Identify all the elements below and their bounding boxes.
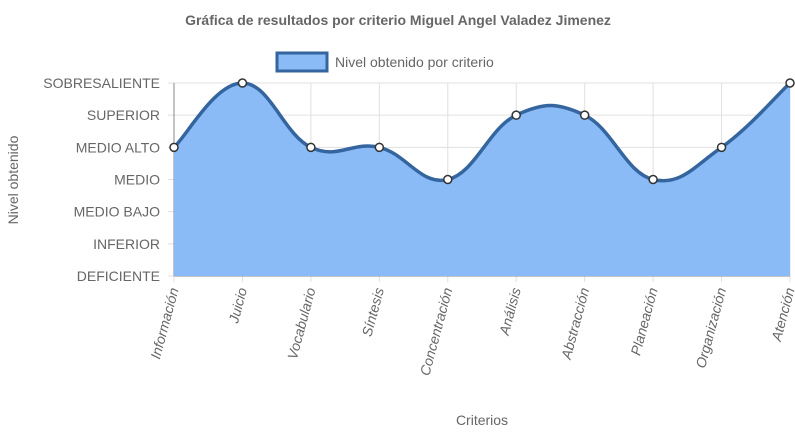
y-axis-title: Nivel obtenido [5, 135, 21, 224]
data-point[interactable] [648, 174, 658, 185]
x-ticks: Información Juicio Vocabulario Síntesis Conc… [147, 286, 795, 378]
data-point[interactable] [237, 78, 248, 88]
x-tick-label: Organización [692, 286, 729, 370]
legend-label: Nivel obtenido por criterio [335, 54, 494, 70]
x-tick-label: Atención [768, 286, 795, 344]
x-tick-label: Planeación [627, 286, 660, 357]
data-point[interactable] [511, 110, 521, 120]
x-tick-label: Juicio [225, 286, 250, 326]
chart-title: Gráfica de resultados por criterio Migue… [185, 12, 611, 28]
data-point[interactable] [169, 142, 179, 153]
y-tick-label: SOBRESALIENTE [43, 75, 160, 91]
data-point[interactable] [785, 78, 795, 88]
y-tick-label: MEDIO ALTO [76, 139, 160, 155]
data-point[interactable] [306, 142, 316, 153]
legend-swatch [275, 51, 329, 73]
y-tick-label: SUPERIOR [87, 107, 160, 123]
y-ticks: DEFICIENTE INFERIOR MEDIO BAJO MEDIO MEDIO A… [43, 75, 160, 284]
x-tick-label: Análisis [496, 286, 524, 338]
legend[interactable]: Nivel obtenido por criterio [275, 51, 494, 73]
y-tick-label: DEFICIENTE [77, 268, 160, 284]
x-tick-label: Síntesis [359, 286, 387, 338]
x-tick-label: Vocabulario [284, 286, 319, 361]
x-tick-label: Información [147, 286, 181, 361]
x-axis-title: Criterios [456, 412, 508, 428]
y-tick-label: INFERIOR [93, 236, 160, 252]
series-area-fill [174, 83, 790, 276]
data-point[interactable] [374, 142, 385, 153]
y-tick-label: MEDIO BAJO [74, 204, 160, 220]
data-point[interactable] [716, 142, 727, 153]
y-tick-label: MEDIO [114, 172, 160, 188]
data-point[interactable] [579, 110, 590, 120]
x-tick-label: Concentración [417, 286, 456, 378]
series-line [172, 81, 792, 183]
x-tick-label: Abstracción [558, 286, 593, 362]
plot-area [169, 78, 795, 276]
data-point[interactable] [443, 174, 453, 185]
